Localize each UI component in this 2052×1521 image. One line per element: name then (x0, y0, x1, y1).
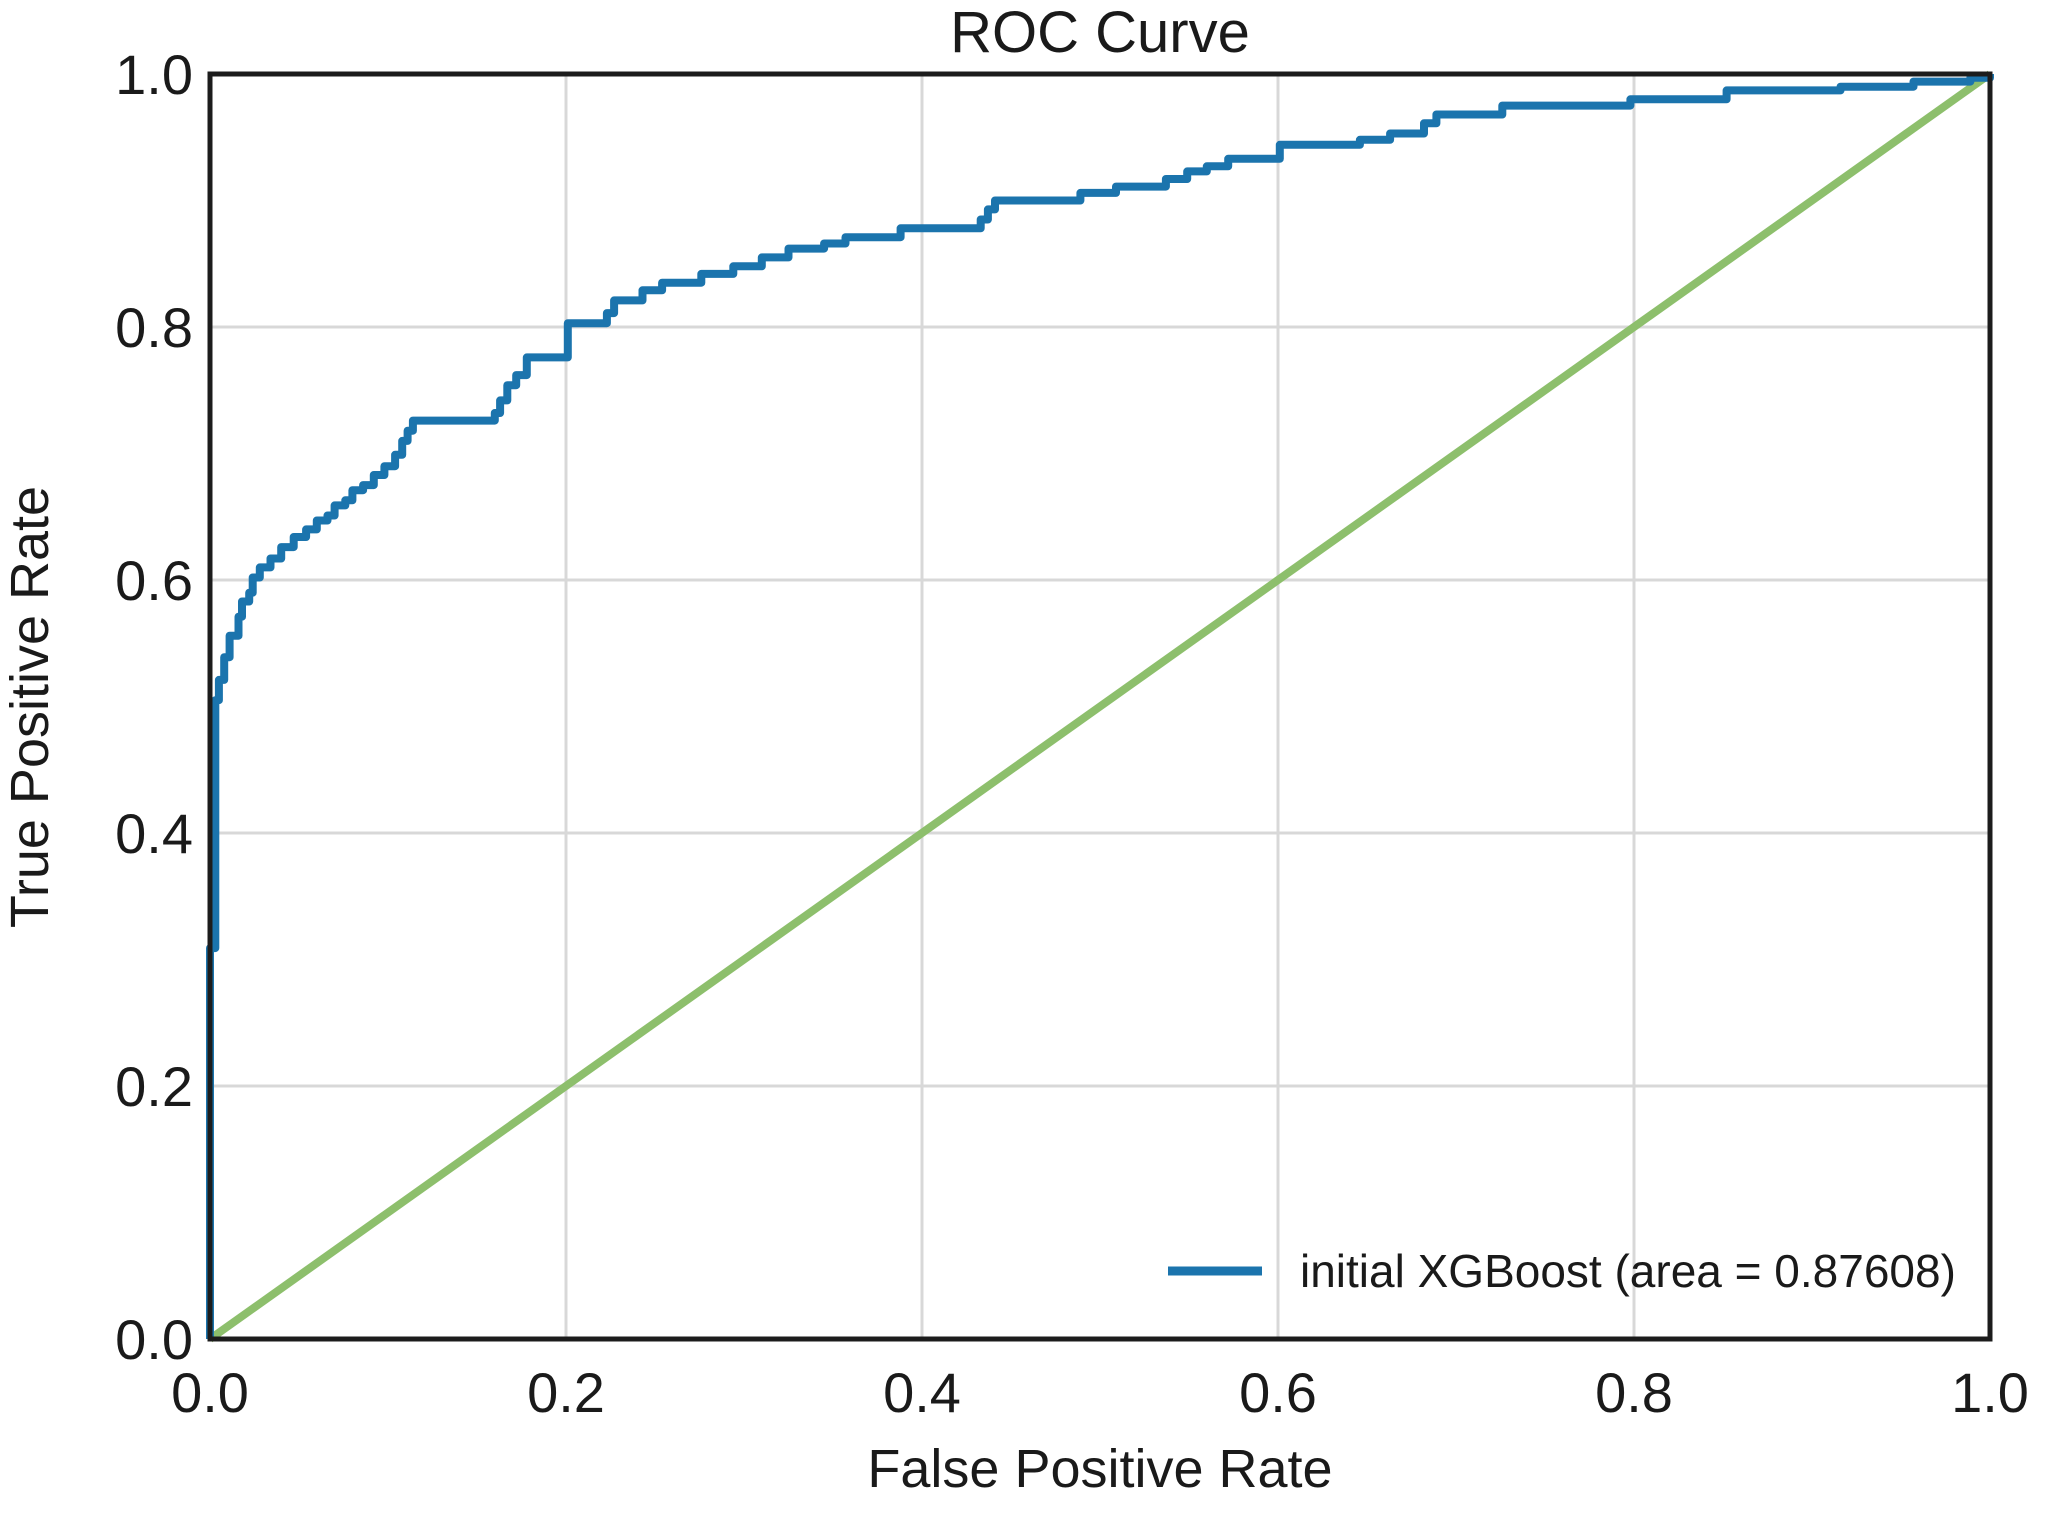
legend-label: initial XGBoost (area = 0.87608) (1300, 1245, 1956, 1297)
y-tick-label: 0.2 (115, 1055, 193, 1118)
x-axis-label: False Positive Rate (867, 1439, 1332, 1499)
y-tick-label: 0.0 (115, 1308, 193, 1371)
x-tick-label: 1.0 (1951, 1361, 2029, 1424)
y-tick-label: 0.8 (115, 296, 193, 359)
chance-diagonal-line (207, 70, 1993, 1343)
y-tick-label: 0.4 (115, 802, 193, 865)
x-tick-label: 0.8 (1595, 1361, 1673, 1424)
plot-gridlines (210, 74, 1990, 1339)
x-tick-label: 0.6 (1239, 1361, 1317, 1424)
chart-title: ROC Curve (950, 0, 1250, 65)
y-axis-label: True Positive Rate (0, 486, 60, 928)
y-tick-label: 0.6 (115, 549, 193, 612)
roc-curve-line (206, 73, 1994, 1339)
y-tick-label: 1.0 (115, 43, 193, 106)
x-tick-label: 0.0 (171, 1361, 249, 1424)
legend: initial XGBoost (area = 0.87608) (1168, 1245, 1956, 1297)
x-tick-labels: 0.0 0.2 0.4 0.6 0.8 1.0 (171, 1361, 2029, 1424)
y-tick-labels: 0.0 0.2 0.4 0.6 0.8 1.0 (115, 43, 193, 1371)
x-tick-label: 0.4 (883, 1361, 961, 1424)
plot-border (207, 71, 1993, 1342)
x-tick-label: 0.2 (527, 1361, 605, 1424)
